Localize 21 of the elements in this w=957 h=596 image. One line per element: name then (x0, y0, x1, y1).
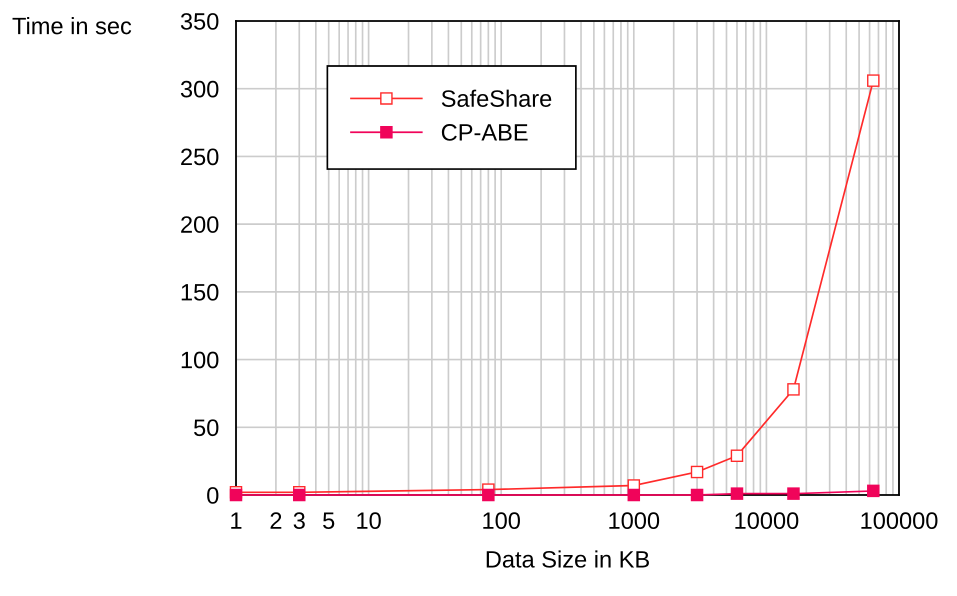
y-tick-label: 350 (180, 13, 218, 30)
x-tick-label: 10 (357, 512, 381, 530)
x-tick-label: 5 (323, 512, 334, 530)
y-tick-label: 300 (180, 80, 218, 98)
x-tick-label: 100000 (861, 512, 938, 530)
legend-label: CP-ABE (442, 124, 528, 141)
y-axis-title: Time in sec (12, 16, 132, 34)
x-tick-label: 2 (270, 512, 282, 529)
x-tick-label: 3 (294, 512, 305, 530)
x-tick-label: 1000 (609, 512, 660, 530)
y-tick-label: 0 (207, 487, 218, 504)
x-tick-label: 1 (231, 512, 242, 529)
x-tick-label: 100 (483, 512, 520, 530)
legend-label: SafeShare (442, 90, 552, 107)
x-tick-label: 10000 (735, 512, 798, 530)
y-tick-label: 250 (181, 148, 218, 166)
y-tick-label: 150 (182, 284, 218, 301)
y-tick-label: 100 (182, 352, 218, 368)
y-tick-label: 50 (194, 419, 218, 436)
x-axis-title: Data Size in KB (486, 550, 649, 568)
y-tick-label: 200 (181, 216, 218, 233)
